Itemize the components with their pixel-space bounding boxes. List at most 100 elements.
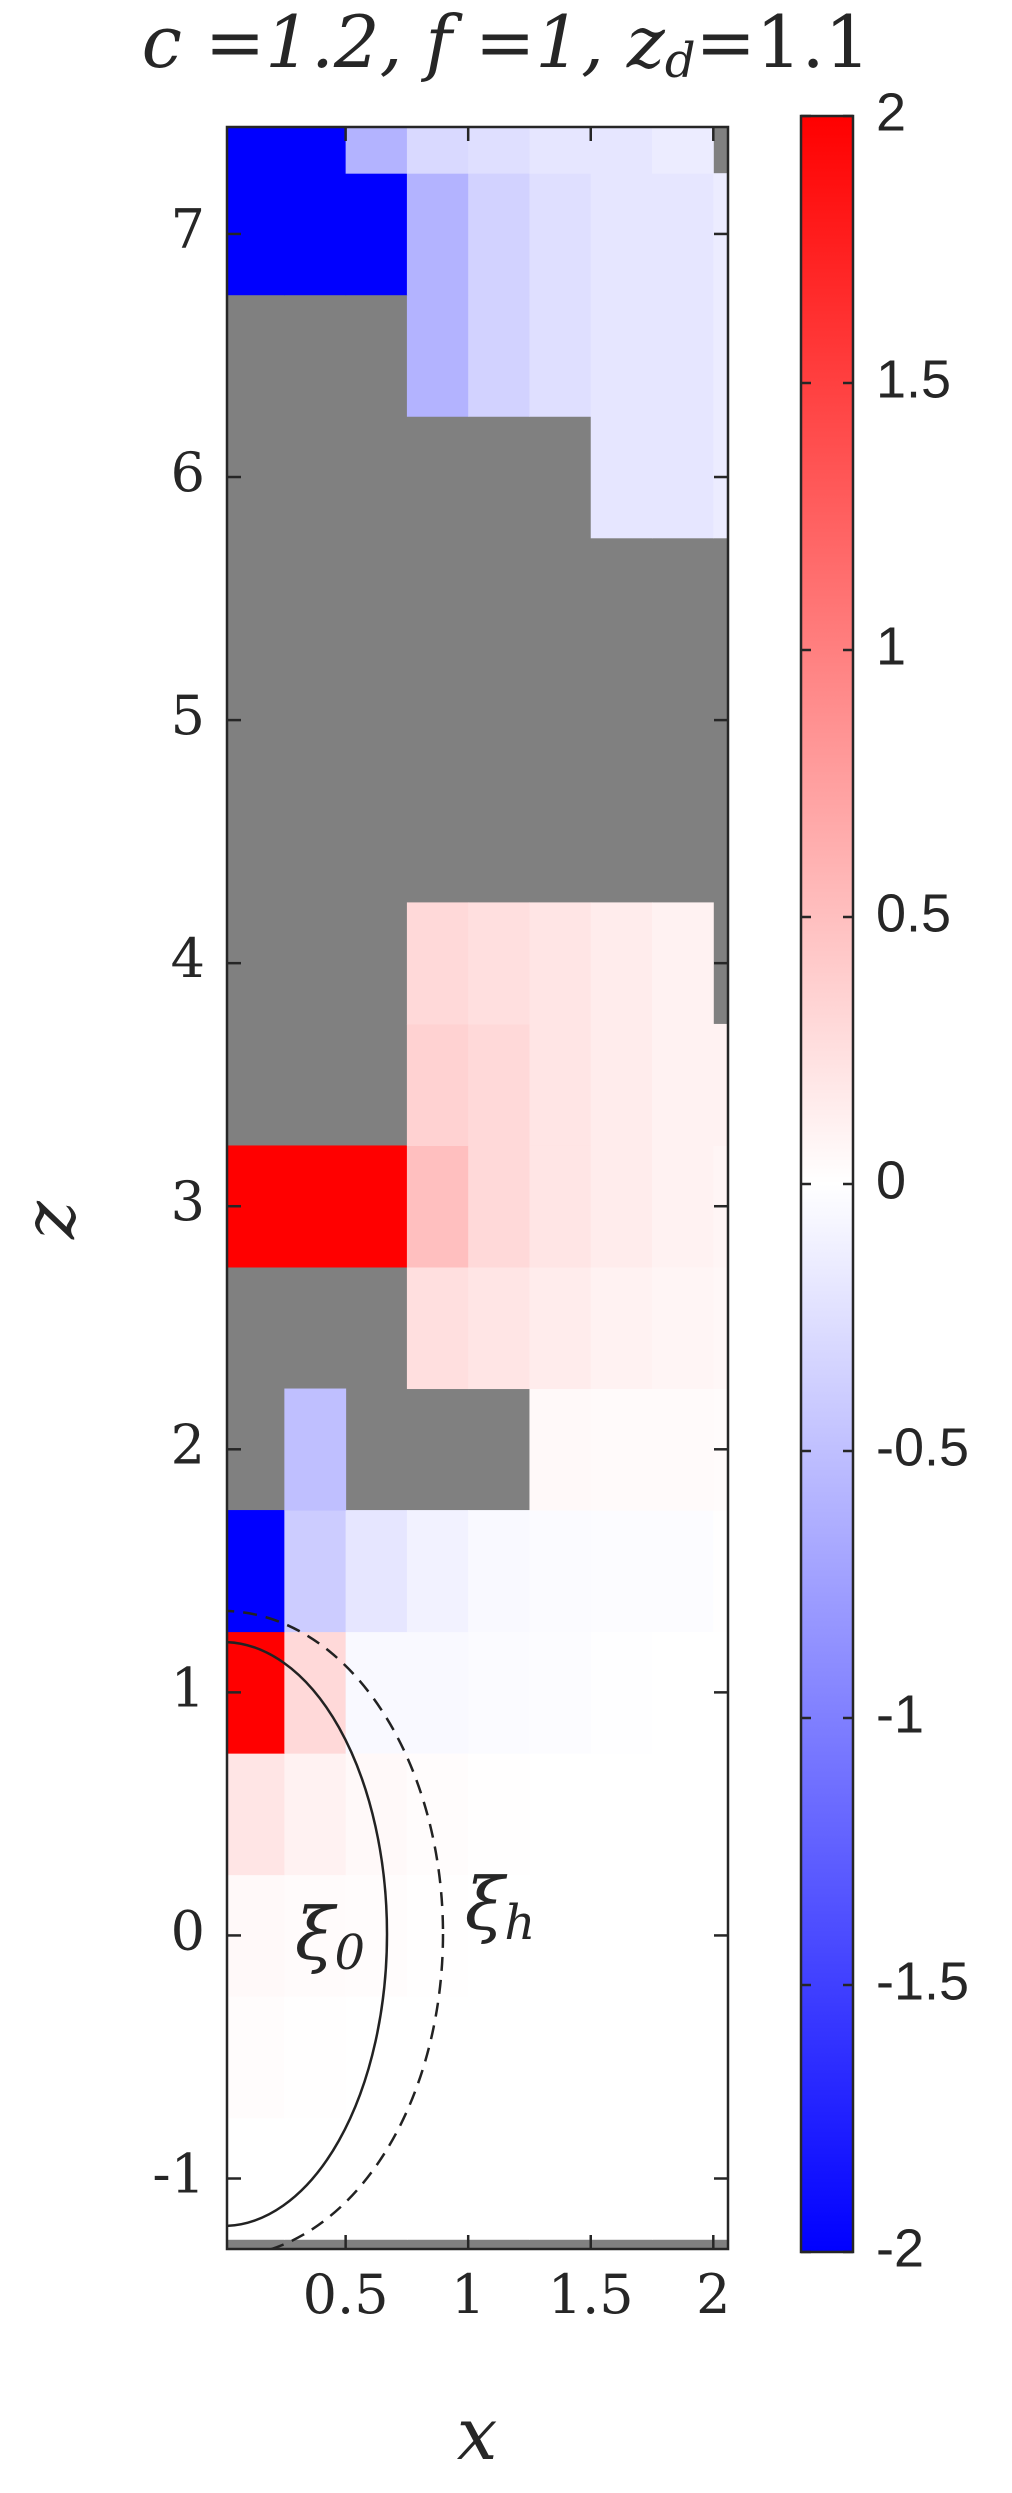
- heatmap-cell: [652, 294, 714, 417]
- colorbar-tick-label: 1.5: [876, 349, 951, 409]
- xi0-curve: [227, 1640, 389, 2228]
- heatmap-cell: [713, 1266, 728, 1390]
- heatmap-cell: [406, 173, 469, 296]
- heatmap-cell: [590, 1388, 653, 1511]
- heatmap-cell: [406, 1510, 469, 1633]
- heatmap-cell: [406, 1023, 469, 1146]
- heatmap-cell: [345, 1874, 408, 1997]
- colorbar-tick-label: 0: [876, 1150, 906, 1210]
- heatmap-cell: [227, 1510, 285, 1633]
- heatmap-cell: [590, 1145, 653, 1268]
- y-axis-label: z: [7, 1200, 91, 1240]
- heatmap-cell: [529, 1753, 592, 1876]
- heatmap-cell: [590, 1266, 653, 1390]
- y-tick-label: 6: [171, 441, 205, 504]
- heatmap-cell: [345, 1996, 408, 2119]
- heatmap-cell: [590, 1510, 653, 1633]
- plot-frame: [225, 125, 730, 2251]
- heatmap-cell: [652, 1631, 714, 1754]
- heatmap-cell: [468, 1874, 530, 1997]
- heatmap-cell: [590, 902, 653, 1025]
- x-tick-label: 1.5: [548, 2263, 634, 2326]
- heatmap-cell: [652, 1510, 714, 1633]
- heatmap-cell: [406, 1874, 469, 1997]
- x-tick-label: 2: [696, 2263, 730, 2326]
- heatmap-cell: [284, 1996, 347, 2119]
- x-tick-label: 0.5: [303, 2263, 389, 2326]
- annotation-text: ξ: [295, 1892, 338, 1976]
- heatmap-cell: [468, 1631, 530, 1754]
- heatmap-cell: [406, 1266, 469, 1390]
- colorbar-tick-label: -1.5: [876, 1951, 969, 2011]
- heatmap-cell: [529, 127, 592, 174]
- heatmap-cell: [529, 1996, 592, 2119]
- heatmap-cell: [345, 1631, 408, 1754]
- heatmap-cell: [652, 1266, 714, 1390]
- heatmap-cell: [529, 1510, 592, 1633]
- heatmap-cell: [652, 2117, 714, 2240]
- heatmap-cell: [529, 1266, 592, 1390]
- heatmap-cell: [652, 173, 714, 296]
- heatmap-cell: [529, 1388, 592, 1511]
- chart-title: c =1.2, f =1, zd=1.1: [142, 0, 871, 89]
- heatmap-cell: [529, 2117, 592, 2240]
- x-axis-label: x: [457, 2392, 498, 2476]
- heatmap-cell: [284, 127, 347, 174]
- heatmap-cell: [406, 127, 469, 174]
- annotation: ξh: [465, 1862, 536, 1951]
- curves: [227, 1609, 445, 2249]
- annotation: ξ0: [295, 1892, 365, 1981]
- y-tick-label: 7: [171, 198, 205, 261]
- heatmap-cell: [713, 1753, 728, 1876]
- heatmap-cell: [529, 1145, 592, 1268]
- heatmap-cell: [468, 1753, 530, 1876]
- heatmap-cell: [590, 416, 653, 539]
- heatmap-cell: [406, 2117, 469, 2240]
- heatmap-cell: [468, 294, 530, 417]
- heatmap-cell: [652, 1874, 714, 1997]
- heatmap-cell: [284, 1874, 347, 1997]
- y-tick-label: 4: [171, 927, 205, 990]
- heatmap: [227, 127, 728, 2240]
- heatmap-cell: [590, 1631, 653, 1754]
- heatmap-cell: [284, 1753, 347, 1876]
- annotation-sub: 0: [335, 1925, 366, 1981]
- heatmap-cell: [652, 1388, 714, 1511]
- xih-curve: [227, 1609, 445, 2249]
- y-tick-label: 2: [171, 1413, 205, 1476]
- y-tick-label: 0: [171, 1899, 205, 1962]
- heatmap-cell: [529, 173, 592, 296]
- heatmap-cell: [468, 902, 530, 1025]
- heatmap-cell: [284, 1510, 347, 1633]
- y-tick-label: 3: [171, 1170, 205, 1233]
- heatmap-cell: [345, 127, 408, 174]
- y-tick-label: -1: [152, 2143, 205, 2206]
- heatmap-cell: [529, 1874, 592, 1997]
- annotation-text: ξ: [465, 1862, 508, 1946]
- y-tick-label: 5: [171, 684, 205, 747]
- heatmap-cell: [406, 294, 469, 417]
- heatmap-cell: [652, 902, 714, 1025]
- annotation-sub: h: [504, 1895, 535, 1951]
- heatmap-cell: [590, 1753, 653, 1876]
- heatmap-cell: [590, 1996, 653, 2119]
- colorbar-tick-label: -1: [876, 1684, 924, 1744]
- heatmap-cell: [713, 294, 728, 417]
- heatmap-cell: [284, 1145, 347, 1268]
- heatmap-cell: [284, 2117, 347, 2240]
- title-end: =1.1: [696, 0, 871, 84]
- heatmap-cell: [345, 173, 408, 296]
- heatmap-cell: [652, 1023, 714, 1146]
- heatmap-cell: [468, 1996, 530, 2119]
- heatmap-cell: [468, 1145, 530, 1268]
- heatmap-cell: [652, 1996, 714, 2119]
- heatmap-cell: [529, 1631, 592, 1754]
- heatmap-cell: [284, 1388, 347, 1511]
- heatmap-cell: [468, 127, 530, 174]
- heatmap-cell: [406, 1753, 469, 1876]
- heatmap-cell: [713, 1510, 728, 1633]
- colorbar-tick-label: 2: [876, 82, 906, 142]
- title-main: c =1.2, f =1, z: [142, 0, 666, 84]
- heatmap-cell: [652, 416, 714, 539]
- heatmap-cell: [284, 173, 347, 296]
